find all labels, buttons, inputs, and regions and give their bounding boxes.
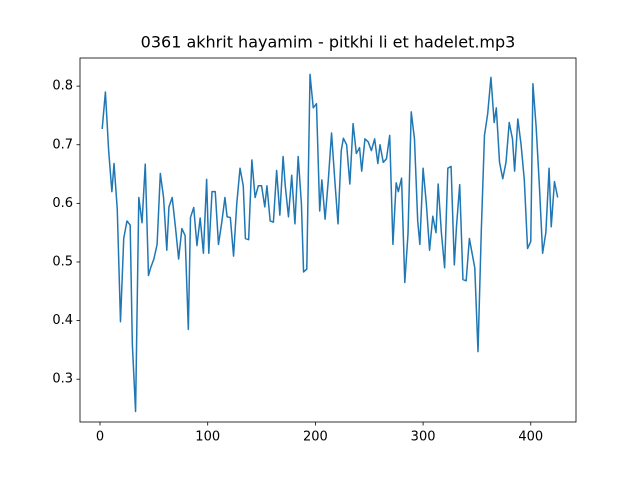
y-tick-label: 0.4 xyxy=(52,313,73,328)
plot-frame xyxy=(79,57,577,423)
chart-title: 0361 akhrit hayamim - pitkhi li et hadel… xyxy=(141,33,516,52)
data-line xyxy=(101,73,559,413)
x-tick-label: 400 xyxy=(518,430,543,445)
y-tick-label: 0.7 xyxy=(52,137,73,152)
y-tick-label: 0.8 xyxy=(52,79,73,94)
x-tick-label: 0 xyxy=(96,430,104,445)
y-tick-label: 0.5 xyxy=(52,254,73,269)
x-tick-label: 200 xyxy=(303,430,328,445)
y-tick-label: 0.6 xyxy=(52,196,73,211)
x-tick-label: 100 xyxy=(195,430,220,445)
y-tick-label: 0.3 xyxy=(52,372,73,387)
x-tick-label: 300 xyxy=(411,430,436,445)
